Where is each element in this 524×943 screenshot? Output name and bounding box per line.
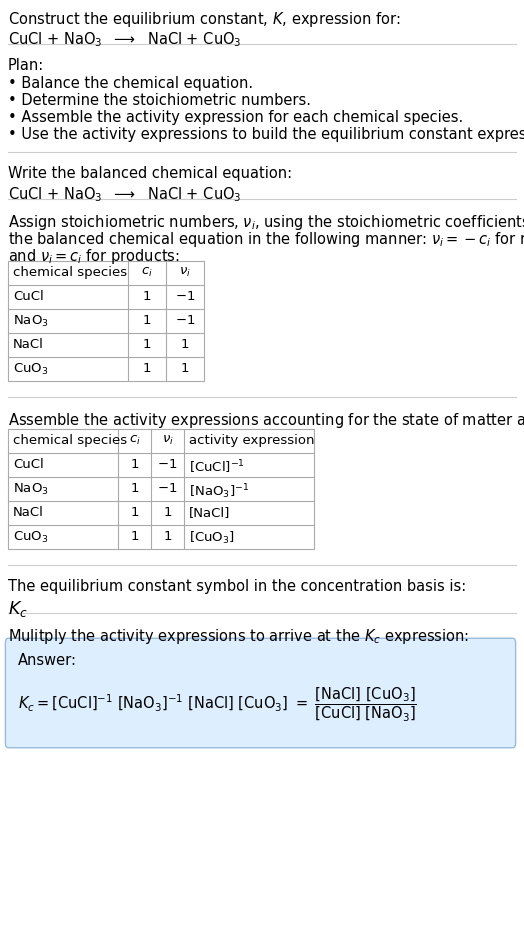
Text: [NaO$_3$]$^{-1}$: [NaO$_3$]$^{-1}$ bbox=[189, 482, 249, 501]
Text: The equilibrium constant symbol in the concentration basis is:: The equilibrium constant symbol in the c… bbox=[8, 579, 466, 594]
Text: 1: 1 bbox=[143, 338, 151, 351]
Text: Construct the equilibrium constant, $K$, expression for:: Construct the equilibrium constant, $K$,… bbox=[8, 10, 401, 29]
Text: 1: 1 bbox=[130, 530, 139, 543]
Text: Mulitply the activity expressions to arrive at the $K_c$ expression:: Mulitply the activity expressions to arr… bbox=[8, 627, 469, 646]
FancyBboxPatch shape bbox=[5, 638, 516, 748]
Text: $c_i$: $c_i$ bbox=[141, 266, 153, 279]
Text: Assemble the activity expressions accounting for the state of matter and $\nu_i$: Assemble the activity expressions accoun… bbox=[8, 411, 524, 430]
Bar bbox=[8, 429, 314, 549]
Text: and $\nu_i = c_i$ for products:: and $\nu_i = c_i$ for products: bbox=[8, 247, 180, 266]
Text: [CuO$_3$]: [CuO$_3$] bbox=[189, 530, 235, 546]
Text: 1: 1 bbox=[143, 362, 151, 375]
Text: 1: 1 bbox=[181, 338, 189, 351]
Text: • Balance the chemical equation.: • Balance the chemical equation. bbox=[8, 76, 253, 91]
Bar bbox=[8, 261, 204, 381]
Text: $-1$: $-1$ bbox=[157, 482, 178, 495]
Text: $K_c$: $K_c$ bbox=[8, 599, 28, 619]
Text: • Use the activity expressions to build the equilibrium constant expression.: • Use the activity expressions to build … bbox=[8, 127, 524, 142]
Text: 1: 1 bbox=[143, 290, 151, 303]
Text: NaO$_3$: NaO$_3$ bbox=[13, 314, 49, 329]
Text: $-1$: $-1$ bbox=[175, 314, 195, 327]
Text: $-1$: $-1$ bbox=[175, 290, 195, 303]
Text: chemical species: chemical species bbox=[13, 266, 127, 279]
Text: $c_i$: $c_i$ bbox=[128, 434, 140, 447]
Text: CuO$_3$: CuO$_3$ bbox=[13, 362, 48, 377]
Text: Plan:: Plan: bbox=[8, 58, 44, 73]
Text: Assign stoichiometric numbers, $\nu_i$, using the stoichiometric coefficients, $: Assign stoichiometric numbers, $\nu_i$, … bbox=[8, 213, 524, 232]
Text: CuCl + NaO$_3$  $\longrightarrow$  NaCl + CuO$_3$: CuCl + NaO$_3$ $\longrightarrow$ NaCl + … bbox=[8, 30, 242, 49]
Text: 1: 1 bbox=[163, 506, 172, 519]
Text: the balanced chemical equation in the following manner: $\nu_i = -c_i$ for react: the balanced chemical equation in the fo… bbox=[8, 230, 524, 249]
Text: $K_c = [\mathrm{CuCl}]^{-1}\ [\mathrm{NaO_3}]^{-1}\ [\mathrm{NaCl}]\ [\mathrm{Cu: $K_c = [\mathrm{CuCl}]^{-1}\ [\mathrm{Na… bbox=[18, 685, 417, 723]
Text: 1: 1 bbox=[163, 530, 172, 543]
Text: • Assemble the activity expression for each chemical species.: • Assemble the activity expression for e… bbox=[8, 110, 463, 125]
Text: NaCl: NaCl bbox=[13, 338, 44, 351]
Text: $-1$: $-1$ bbox=[157, 458, 178, 471]
Text: 1: 1 bbox=[181, 362, 189, 375]
Text: 1: 1 bbox=[143, 314, 151, 327]
Text: CuCl + NaO$_3$  $\longrightarrow$  NaCl + CuO$_3$: CuCl + NaO$_3$ $\longrightarrow$ NaCl + … bbox=[8, 185, 242, 204]
Text: CuCl: CuCl bbox=[13, 458, 43, 471]
Text: Write the balanced chemical equation:: Write the balanced chemical equation: bbox=[8, 166, 292, 181]
Text: Answer:: Answer: bbox=[18, 653, 77, 668]
Text: [NaCl]: [NaCl] bbox=[189, 506, 231, 519]
Text: NaCl: NaCl bbox=[13, 506, 44, 519]
Text: 1: 1 bbox=[130, 458, 139, 471]
Text: CuO$_3$: CuO$_3$ bbox=[13, 530, 48, 545]
Text: • Determine the stoichiometric numbers.: • Determine the stoichiometric numbers. bbox=[8, 93, 311, 108]
Text: CuCl: CuCl bbox=[13, 290, 43, 303]
Text: $\nu_i$: $\nu_i$ bbox=[161, 434, 173, 447]
Text: 1: 1 bbox=[130, 506, 139, 519]
Text: NaO$_3$: NaO$_3$ bbox=[13, 482, 49, 497]
Text: activity expression: activity expression bbox=[189, 434, 314, 447]
Text: 1: 1 bbox=[130, 482, 139, 495]
Text: [CuCl]$^{-1}$: [CuCl]$^{-1}$ bbox=[189, 458, 245, 475]
Text: $\nu_i$: $\nu_i$ bbox=[179, 266, 191, 279]
Text: chemical species: chemical species bbox=[13, 434, 127, 447]
